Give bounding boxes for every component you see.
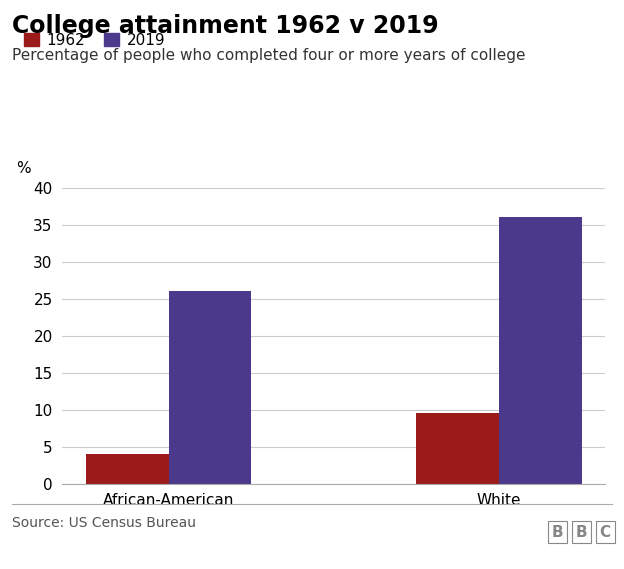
Text: C: C	[600, 525, 611, 539]
Text: B: B	[576, 525, 587, 539]
Text: Percentage of people who completed four or more years of college: Percentage of people who completed four …	[12, 48, 526, 63]
Bar	[499, 217, 582, 484]
Bar	[168, 291, 251, 484]
Bar	[86, 454, 168, 484]
Text: Source: US Census Bureau: Source: US Census Bureau	[12, 517, 197, 530]
Bar	[416, 413, 499, 484]
Text: B: B	[552, 525, 563, 539]
Text: College attainment 1962 v 2019: College attainment 1962 v 2019	[12, 14, 439, 38]
Text: %: %	[16, 161, 31, 176]
Legend: 1962, 2019: 1962, 2019	[24, 32, 165, 48]
